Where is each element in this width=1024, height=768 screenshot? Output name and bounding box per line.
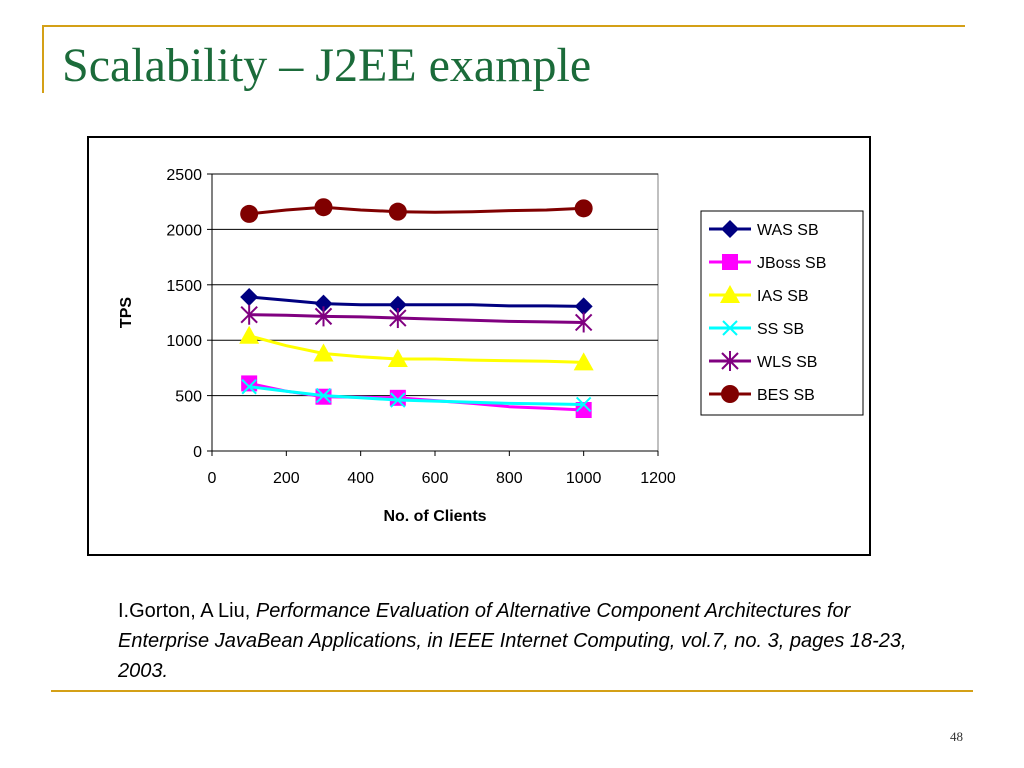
- x-tick-label: 0: [208, 470, 217, 487]
- slide-title: Scalability – J2EE example: [62, 39, 592, 92]
- series-line-0: [249, 295, 584, 308]
- legend-marker-1: [722, 254, 738, 270]
- data-point-2-0: [239, 325, 260, 344]
- x-tick-label: 400: [347, 470, 374, 487]
- data-point-3-2: [390, 392, 406, 408]
- series-line-2: [248, 334, 584, 364]
- title-accent-horizontal: [42, 25, 965, 27]
- legend-label: SS SB: [757, 321, 804, 338]
- data-point-0-3: [574, 297, 593, 316]
- legend-label: WLS SB: [757, 354, 817, 371]
- page-number: 48: [950, 729, 963, 744]
- x-tick-label: 1200: [640, 470, 676, 487]
- legend-label: BES SB: [757, 387, 815, 404]
- data-point-4-3: [574, 312, 593, 333]
- legend-box: [700, 210, 864, 416]
- data-point-5-2: [388, 202, 407, 221]
- series-line-3: [249, 385, 584, 406]
- x-tick-label: 200: [273, 470, 300, 487]
- citation-reference: Performance Evaluation of Alternative Co…: [118, 600, 907, 682]
- y-tick-label: 1500: [166, 278, 202, 295]
- data-point-0-0: [240, 287, 259, 306]
- citation-authors: I.Gorton, A Liu,: [118, 600, 256, 622]
- x-tick-label: 800: [496, 470, 523, 487]
- chart-container: 0 500 1000 1500 2000 2500 0 200 400 600 800 1000 120…: [87, 136, 871, 556]
- line-chart: 0 500 1000 1500 2000 2500 0 200 400 600 800 1000 120…: [118, 167, 864, 525]
- series-line-4: [249, 313, 584, 324]
- legend-marker-4: [721, 351, 739, 371]
- data-point-2-3: [573, 352, 594, 371]
- legend-marker-0: [721, 220, 739, 238]
- x-tick-label: 1000: [566, 470, 602, 487]
- data-point-3-0: [241, 379, 257, 395]
- legend-marker-3: [722, 320, 738, 336]
- y-tick-label: 500: [175, 389, 202, 406]
- legend-label: IAS SB: [757, 288, 809, 305]
- citation: I.Gorton, A Liu, Performance Evaluation …: [118, 596, 918, 686]
- title-accent-vertical: [42, 25, 44, 93]
- legend-label: JBoss SB: [757, 255, 826, 272]
- x-tick-label: 600: [422, 470, 449, 487]
- legend-marker-5: [721, 385, 739, 403]
- y-tick-label: 2500: [166, 167, 202, 184]
- legend-label: WAS SB: [757, 222, 819, 239]
- data-point-0-1: [314, 294, 333, 313]
- x-axis-title: No. of Clients: [383, 508, 486, 525]
- y-axis-title: TPS: [118, 297, 135, 328]
- data-point-4-0: [240, 304, 258, 325]
- data-point-5-3: [574, 199, 593, 218]
- data-point-0-2: [388, 295, 407, 314]
- data-point-3-3: [575, 396, 592, 413]
- data-point-2-1: [313, 343, 334, 362]
- footer-divider: [51, 690, 973, 692]
- y-tick-label: 0: [193, 444, 202, 461]
- data-point-3-1: [315, 387, 332, 404]
- y-tick-label: 1000: [166, 333, 202, 350]
- data-point-1-3: [575, 402, 592, 419]
- data-point-1-2: [389, 389, 406, 406]
- series-line-5: [249, 205, 584, 216]
- data-point-4-2: [389, 308, 407, 329]
- data-point-1-0: [241, 375, 258, 392]
- data-point-4-1: [314, 306, 333, 327]
- legend-marker-2: [720, 285, 740, 303]
- data-point-2-2: [387, 349, 408, 368]
- data-point-5-1: [314, 198, 333, 217]
- data-point-5-0: [240, 204, 259, 223]
- y-tick-label: 2000: [166, 222, 202, 239]
